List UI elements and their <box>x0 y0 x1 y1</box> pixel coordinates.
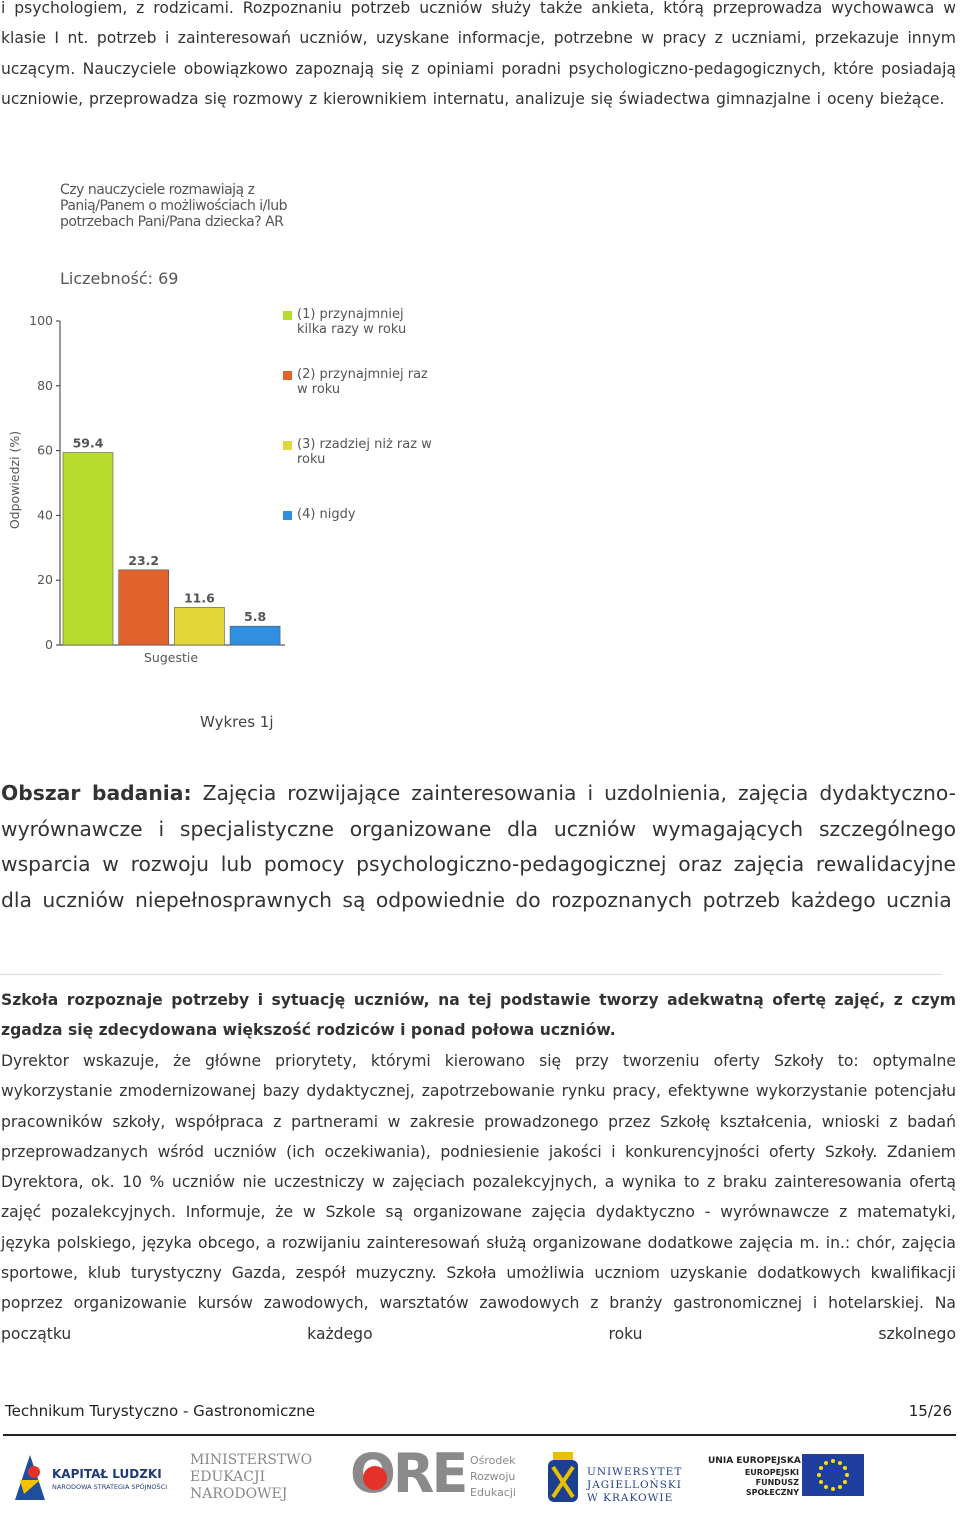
logo-uj: UNIWERSYTET JAGIELLOŃSKI W KRAKOWIE <box>545 1452 685 1510</box>
data-label: 5.8 <box>244 609 266 624</box>
bar <box>229 625 281 646</box>
y-axis-label: Odpowiedzi (%) <box>7 431 22 529</box>
x-axis-label: Sugestie <box>144 650 198 665</box>
area-text: Zajęcia rozwijające zainteresowania i uz… <box>1 781 956 912</box>
chart-subtitle: Liczebność: 69 <box>60 269 179 288</box>
paragraph: i psychologiem, z rodzicami. Rozpoznaniu… <box>1 0 956 108</box>
separator <box>0 974 942 975</box>
y-tick-label: 0 <box>45 637 53 652</box>
logo-men: MINISTERSTWO EDUKACJI NARODOWEJ <box>190 1452 313 1502</box>
legend-entry: (1) przynajmniej kilka razy w roku <box>297 307 407 337</box>
bar <box>174 607 225 646</box>
footer-page: 15/26 <box>908 1402 952 1420</box>
logo-text: EUROPEJSKI FUNDUSZ SPOŁECZNY <box>744 1468 799 1497</box>
data-label: 59.4 <box>73 436 104 451</box>
legend-entry: (2) przynajmniej raz w roku <box>297 367 428 397</box>
logo-text: UNIWERSYTET JAGIELLOŃSKI W KRAKOWIE <box>587 1466 683 1504</box>
legend-marker <box>283 511 292 520</box>
caption: Wykres 1j <box>200 713 274 731</box>
logo-icon <box>15 1455 45 1500</box>
area: Obszar badania: Zajęcia rozwijające zain… <box>1 776 956 918</box>
logo-ore: ORE Ośrodek Rozwoju Edukacji <box>350 1442 530 1508</box>
y-tick-label: 40 <box>37 507 53 522</box>
legend-entry: (3) rzadziej niż raz w roku <box>297 437 432 467</box>
y-tick-label: 60 <box>37 443 53 458</box>
legend-marker <box>283 371 292 380</box>
bar <box>62 452 114 646</box>
chart-plot: 0 20 40 60 80 100 Odpowiedzi (%) Sugestie 59.4 23… <box>7 313 285 665</box>
y-tick-label: 80 <box>37 378 53 393</box>
finding: Szkoła rozpoznaje potrzeby i sytuację uc… <box>1 991 956 1040</box>
paragraph: Dyrektor wskazuje, że główne priorytety,… <box>1 1052 956 1343</box>
chart: 0 20 40 60 80 100 Odpowiedzi (%) Sugestie 59.4 23… <box>0 170 440 680</box>
logo-kapital: KAPITAŁ LUDZKI NARODOWA STRATEGIA SPÓJNO… <box>10 1450 180 1506</box>
legend-marker <box>283 311 292 320</box>
logo-text: Ośrodek Rozwoju Edukacji <box>470 1454 516 1499</box>
y-tick-label: 100 <box>29 313 53 328</box>
logo-text: KAPITAŁ LUDZKI <box>52 1467 162 1481</box>
logo-icon <box>548 1452 578 1502</box>
logo-text: UNIA EUROPEJSKA <box>708 1456 801 1466</box>
footer-rule <box>3 1434 956 1436</box>
footer-school: Technikum Turystyczno - Gastronomiczne <box>5 1402 315 1420</box>
legend-marker <box>283 441 292 450</box>
logo-ue: UNIA EUROPEJSKA EUROPEJSKI FUNDUSZ SPOŁE… <box>700 1454 870 1504</box>
logo-icon <box>363 1466 387 1490</box>
area-label: Obszar badania: <box>1 781 192 805</box>
y-tick-label: 20 <box>37 572 53 587</box>
bar <box>118 569 169 646</box>
chart-title: Czy nauczyciele rozmawiają z Panią/Panem… <box>60 182 288 230</box>
data-label: 11.6 <box>184 590 215 605</box>
legend-entry: (4) nigdy <box>297 507 356 522</box>
logo-text: NARODOWA STRATEGIA SPÓJNOŚCI <box>52 1483 168 1491</box>
eu-flag <box>802 1454 864 1496</box>
data-label: 23.2 <box>128 553 159 568</box>
